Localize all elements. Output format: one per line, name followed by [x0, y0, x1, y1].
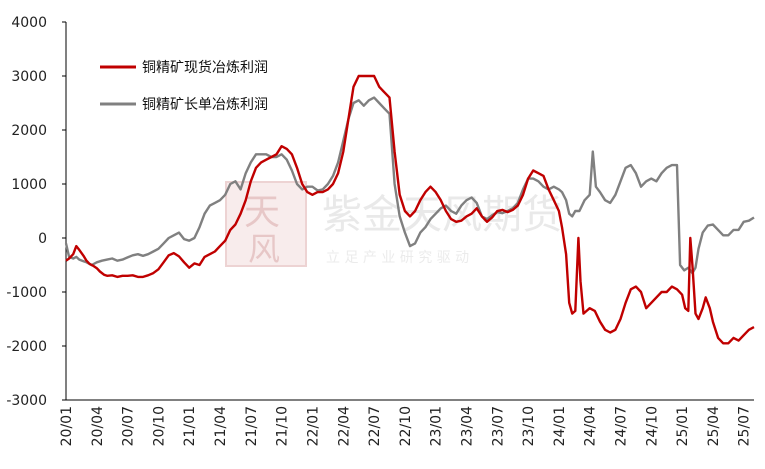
x-tick-label: 21/07 — [244, 406, 260, 446]
x-tick-label: 22/01 — [305, 406, 321, 446]
y-tick-label: 4000 — [11, 15, 47, 31]
x-tick-label: 24/04 — [583, 406, 599, 446]
x-tick-labels: 20/01 20/04 20/07 20/10 21/01 21/04 21/07 21/10… — [59, 406, 753, 446]
legend-label-long-term: 铜精矿长单冶炼利润 — [142, 97, 268, 113]
y-tick-label: -2000 — [6, 339, 47, 355]
legend: 铜精矿现货冶炼利润 铜精矿长单冶炼利润 — [100, 59, 268, 113]
watermark-seal-char-2: 风 — [248, 230, 280, 268]
x-tick-label: 23/01 — [429, 406, 445, 446]
x-tick-label: 25/01 — [675, 406, 691, 446]
x-tick-label: 24/07 — [614, 406, 630, 446]
series-layer — [64, 74, 755, 345]
x-tick-label: 23/04 — [459, 406, 475, 446]
legend-label-spot: 铜精矿现货冶炼利润 — [142, 59, 268, 76]
y-tick-label: 3000 — [11, 69, 47, 85]
x-tick-label: 22/10 — [398, 406, 414, 446]
y-tick-labels: 4000 3000 2000 1000 0 -1000 -2000 -3000 — [6, 15, 66, 409]
x-tick-label: 21/04 — [213, 406, 229, 446]
y-tick-label: -3000 — [6, 393, 47, 409]
x-tick-label: 22/07 — [367, 406, 383, 446]
y-tick-label: 0 — [38, 231, 47, 247]
legend-item-long-term: 铜精矿长单冶炼利润 — [100, 97, 268, 113]
watermark-sub-text: 立 足 产 业 研 究 驱 动 — [326, 250, 469, 266]
x-tick-label: 22/04 — [336, 406, 352, 446]
series-line-1 — [64, 96, 755, 275]
watermark-seal: 天 风 — [225, 181, 307, 268]
watermark: 天 风 紫金天风期货 立 足 产 业 研 究 驱 动 — [225, 181, 562, 268]
y-tick-label: 2000 — [11, 123, 47, 139]
x-tick-label: 24/10 — [644, 406, 660, 446]
x-tick-label: 20/04 — [90, 406, 106, 446]
y-tick-label: -1000 — [6, 285, 47, 301]
legend-item-spot: 铜精矿现货冶炼利润 — [100, 59, 268, 76]
watermark-seal-char-1: 天 — [244, 192, 280, 233]
x-tick-label: 23/07 — [490, 406, 506, 446]
x-tick-label: 21/01 — [182, 406, 198, 446]
x-tick-label: 24/01 — [552, 406, 568, 446]
x-tick-label: 20/07 — [121, 406, 137, 446]
x-tick-label: 25/04 — [706, 406, 722, 446]
x-tick-label: 21/10 — [275, 406, 291, 446]
watermark-main-text: 紫金天风期货 — [322, 192, 562, 238]
x-tick-label: 20/01 — [59, 406, 75, 446]
x-tick-label: 25/07 — [737, 406, 753, 446]
x-tick-label: 20/10 — [151, 406, 167, 446]
series-line-0 — [65, 74, 755, 345]
y-tick-label: 1000 — [11, 177, 47, 193]
x-tick-label: 23/10 — [521, 406, 537, 446]
